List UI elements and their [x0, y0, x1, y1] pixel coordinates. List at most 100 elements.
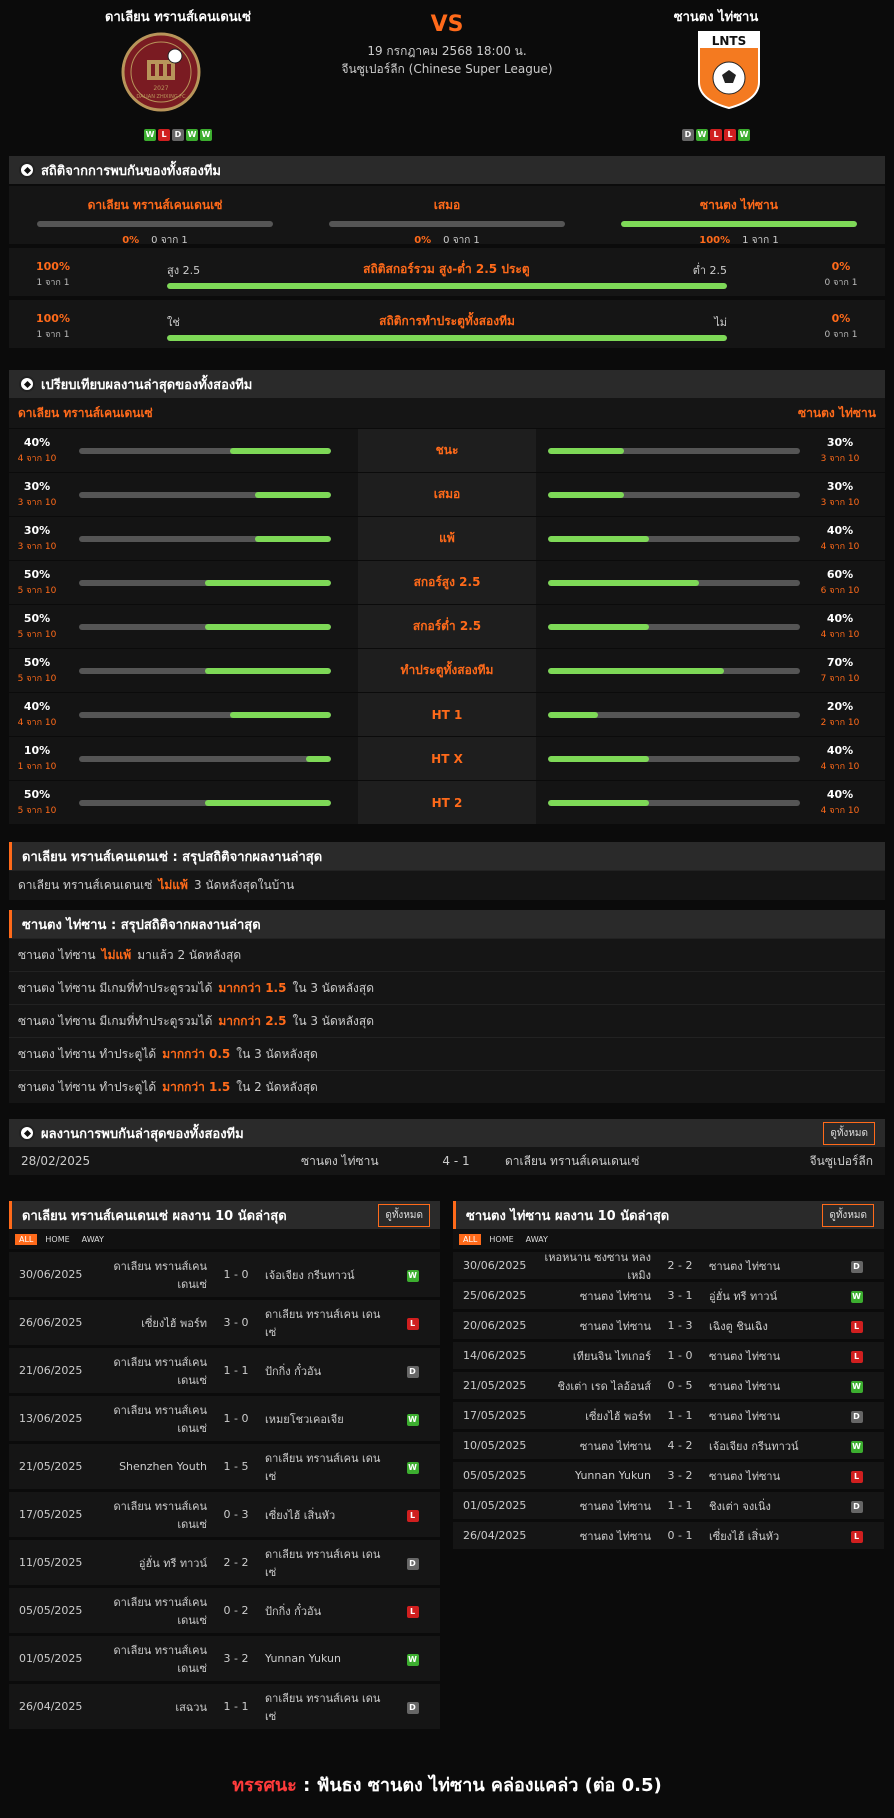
table-row[interactable]: 05/05/2025 Yunnan Yukun 3 - 2 ซานตง ไท่ซาน L [453, 1462, 884, 1489]
filter-away[interactable]: AWAY [525, 1234, 548, 1244]
match-score: 2 - 2 [223, 1556, 249, 1569]
summary-highlight: มากกว่า 2.5 [218, 1013, 287, 1028]
match-away: เซี่ยงไฮ้ เสิ่นหัว [709, 1529, 780, 1543]
away-sub: 6 จาก 10 [820, 586, 860, 596]
match-date: 30/06/2025 [463, 1259, 527, 1272]
compare-rows: 40% 4 จาก 10 ชนะ 30% 3 จาก 10 30% 3 จาก 10 เสมอ… [9, 428, 885, 824]
compare-header: เปรียบเทียบผลงานล่าสุดของทั้งสองทีม [9, 370, 885, 398]
away-bar-fill [548, 535, 649, 542]
h2h-away: ดาเลียน ทรานส์เคนเดนเซ่ [505, 1153, 640, 1168]
match-score: 1 - 1 [223, 1700, 249, 1713]
away-last10: ซานตง ไท่ซาน ผลงาน 10 นัดล่าสุด ดูทั้งหมด… [453, 1201, 884, 1732]
result-badge: L [850, 1470, 863, 1483]
result-badge: L [850, 1320, 863, 1333]
home-sub: 3 จาก 10 [17, 542, 57, 552]
table-row[interactable]: 05/05/2025 ดาเลียน ทรานส์เคน เดนเซ่ 0 - 2 ป… [9, 1588, 440, 1633]
match-home: เซี่ยงไฮ้ พอร์ท [585, 1409, 651, 1423]
compare-row: 10% 1 จาก 10 HT X 40% 4 จาก 10 [9, 736, 885, 780]
table-row[interactable]: 01/05/2025 ซานตง ไท่ซาน 1 - 1 ชิงเต่า จงเนิ… [453, 1492, 884, 1519]
table-row[interactable]: 28/02/2025 ซานตง ไท่ซาน 4 - 1 ดาเลียน ทร… [9, 1147, 885, 1175]
home-bar-fill [230, 711, 331, 718]
table-row[interactable]: 17/05/2025 ดาเลียน ทรานส์เคน เดนเซ่ 0 - 3 เ… [9, 1492, 440, 1537]
home-pct: 30% [23, 480, 51, 493]
away-team-name[interactable]: ซานตง ไท่ซาน [673, 10, 759, 25]
view-all-button[interactable]: ดูทั้งหมด [378, 1203, 430, 1227]
away-bar-fill [548, 579, 700, 586]
table-row[interactable]: 20/06/2025 ซานตง ไท่ซาน 1 - 3 เฉิงตู ชินเฉิ… [453, 1312, 884, 1339]
home-pct: 50% [23, 568, 51, 581]
away-pct: 40% [826, 612, 854, 625]
home-team-logo[interactable]: 2027 DALIAN ZHIXING FC [121, 32, 201, 112]
table-row[interactable]: 25/06/2025 ซานตง ไท่ซาน 3 - 1 อู่ฮั่น ทรี ท… [453, 1282, 884, 1309]
h2h-result-split: ดาเลียน ทรานส์เคนเดนเซ่ 0% 0 จาก 1 เสมอ 0… [9, 186, 885, 246]
ou-right-label: ต่ำ 2.5 [692, 263, 727, 277]
table-row[interactable]: 13/06/2025 ดาเลียน ทรานส์เคน เดนเซ่ 1 - 0 เ… [9, 1396, 440, 1441]
home-pct: 30% [23, 524, 51, 537]
match-date: 26/06/2025 [19, 1316, 83, 1329]
table-row[interactable]: 14/06/2025 เทียนจิน ไทเกอร์ 1 - 0 ซานตง ไท่… [453, 1342, 884, 1369]
away-pct: 40% [826, 524, 854, 537]
summary-post: ใน 2 นัดหลังสุด [236, 1079, 318, 1094]
table-row[interactable]: 30/06/2025 ดาเลียน ทรานส์เคน เดนเซ่ 1 - 0 เ… [9, 1252, 440, 1297]
away-team-logo[interactable]: LNTS [697, 30, 761, 110]
table-row[interactable]: 26/04/2025 ซานตง ไท่ซาน 0 - 1 เซี่ยงไฮ้ เสิ… [453, 1522, 884, 1549]
away-bar [548, 535, 800, 542]
match-date: 01/05/2025 [463, 1499, 527, 1512]
match-score: 1 - 1 [667, 1499, 693, 1512]
away-form-badge: L [710, 129, 722, 141]
match-home: ดาเลียน ทรานส์เคน เดนเซ่ [113, 1595, 208, 1627]
away-sub: 3 จาก 10 [820, 454, 860, 464]
away-sub: 4 จาก 10 [820, 806, 860, 816]
away-pct: 40% [826, 744, 854, 757]
h2h-date: 28/02/2025 [21, 1154, 91, 1168]
table-row[interactable]: 21/05/2025 ชิงเต่า เรด ไลอ้อนส์ 0 - 5 ซานตง… [453, 1372, 884, 1399]
result-badge: D [406, 1701, 419, 1714]
compare-row: 40% 4 จาก 10 HT 1 20% 2 จาก 10 [9, 692, 885, 736]
away-summary-header: ซานตง ไท่ซาน : สรุปสถิติจากผลงานล่าสุด [9, 910, 885, 938]
h2h-col-home: ดาเลียน ทรานส์เคนเดนเซ่ 0% 0 จาก 1 [9, 186, 301, 246]
match-away: ดาเลียน ทรานส์เคน เดนเซ่ [265, 1307, 381, 1339]
table-row[interactable]: 10/05/2025 ซานตง ไท่ซาน 4 - 2 เจ้อเจียง กรี… [453, 1432, 884, 1459]
filter-away[interactable]: AWAY [81, 1234, 104, 1244]
result-badge: D [406, 1365, 419, 1378]
home-sub: 5 จาก 10 [17, 586, 57, 596]
btts-left-label: ใช่ [167, 315, 180, 329]
table-row[interactable]: 11/05/2025 อู่ฮั่น ทรี ทาวน์ 2 - 2 ดาเลียน … [9, 1540, 440, 1585]
table-row[interactable]: 01/05/2025 ดาเลียน ทรานส์เคน เดนเซ่ 3 - 2 Y… [9, 1636, 440, 1681]
h2h-count: 1 จาก 1 [742, 235, 779, 246]
filter-all[interactable]: ALL [15, 1233, 38, 1245]
table-row[interactable]: 26/06/2025 เซี่ยงไฮ้ พอร์ท 3 - 0 ดาเลียน ทร… [9, 1300, 440, 1345]
home-team-name[interactable]: ดาเลียน ทรานส์เคนเดนเซ่ [105, 10, 251, 25]
compare-section: เปรียบเทียบผลงานล่าสุดของทั้งสองทีม ดาเล… [9, 370, 885, 824]
filter-all[interactable]: ALL [459, 1233, 482, 1245]
home-sub: 3 จาก 10 [17, 498, 57, 508]
table-row[interactable]: 26/04/2025 เสฉวน 1 - 1 ดาเลียน ทรานส์เคน เด… [9, 1684, 440, 1729]
summary-highlight: มากกว่า 1.5 [218, 980, 287, 995]
away-bar [548, 799, 800, 806]
match-score: 3 - 1 [667, 1289, 693, 1302]
table-row[interactable]: 21/05/2025 Shenzhen Youth 1 - 5 ดาเลียน ทรา… [9, 1444, 440, 1489]
view-all-button[interactable]: ดูทั้งหมด [823, 1121, 875, 1145]
match-date: 17/05/2025 [19, 1508, 83, 1521]
match-score: 4 - 2 [667, 1439, 693, 1452]
filter-home[interactable]: HOME [45, 1234, 70, 1244]
match-date: 26/04/2025 [19, 1700, 83, 1713]
match-date: 13/06/2025 [19, 1412, 83, 1425]
h2h-pct: 0% [122, 235, 140, 246]
match-score: 1 - 0 [223, 1268, 249, 1281]
match-home: ซานตง ไท่ซาน [579, 1319, 651, 1333]
view-all-button[interactable]: ดูทั้งหมด [822, 1203, 874, 1227]
table-row[interactable]: 21/06/2025 ดาเลียน ทรานส์เคน เดนเซ่ 1 - 1 ป… [9, 1348, 440, 1393]
match-date: 21/05/2025 [463, 1379, 527, 1392]
table-row[interactable]: 17/05/2025 เซี่ยงไฮ้ พอร์ท 1 - 1 ซานตง ไท่ซ… [453, 1402, 884, 1429]
h2h-col-label: ดาเลียน ทรานส์เคนเดนเซ่ [87, 198, 223, 212]
home-sub: 4 จาก 10 [17, 454, 57, 464]
result-badge: L [850, 1530, 863, 1543]
match-home: Shenzhen Youth [119, 1460, 207, 1473]
filter-home[interactable]: HOME [489, 1234, 514, 1244]
table-row[interactable]: 30/06/2025 เหอหนาน ซงซาน หลงเหมิง 2 - 2 ซาน… [453, 1251, 884, 1282]
compare-row: 30% 3 จาก 10 แพ้ 40% 4 จาก 10 [9, 516, 885, 560]
ou-left-label: สูง 2.5 [167, 263, 201, 277]
match-date: 17/05/2025 [463, 1409, 527, 1422]
away-sub: 4 จาก 10 [820, 542, 860, 552]
